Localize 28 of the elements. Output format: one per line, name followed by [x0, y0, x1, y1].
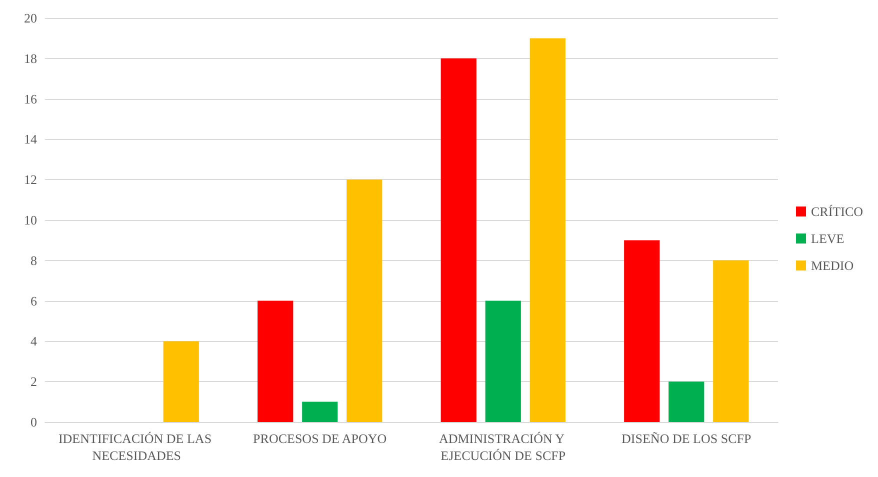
y-tick-label: 16	[24, 91, 38, 106]
y-tick-label: 10	[24, 212, 37, 228]
y-tick-label: 2	[30, 374, 37, 390]
y-tick-label: 20	[24, 10, 37, 26]
x-tick-label: DISEÑO DE LOS SCFP	[622, 431, 752, 446]
y-tick-label: 18	[24, 50, 37, 66]
bar	[713, 260, 749, 422]
bar	[668, 382, 704, 422]
y-tick-label: 14	[24, 132, 38, 147]
y-tick-label: 4	[30, 334, 38, 349]
legend-label: MEDIO	[811, 258, 854, 273]
bar	[163, 341, 199, 422]
legend-label: LEVE	[811, 231, 844, 246]
bar	[624, 240, 660, 422]
bar	[485, 300, 521, 422]
y-tick-label: 6	[30, 293, 38, 308]
x-tick-label: ADMINISTRACIÓN Y EJECUCIÓN DE SCFP	[438, 431, 568, 463]
y-tick-label: 8	[30, 252, 37, 268]
x-tick-label: PROCESOS DE APOYO	[253, 431, 387, 446]
bar	[440, 58, 476, 422]
y-tick-label: 12	[24, 172, 37, 188]
y-tick-label: 0	[30, 414, 37, 430]
bar	[302, 402, 338, 422]
legend-label: CRÍTICO	[811, 204, 863, 219]
bar	[258, 300, 294, 422]
bar	[530, 38, 566, 422]
x-tick-label: IDENTIFICACIÓN DE LAS NECESIDADES	[58, 431, 215, 463]
bar	[346, 180, 382, 422]
